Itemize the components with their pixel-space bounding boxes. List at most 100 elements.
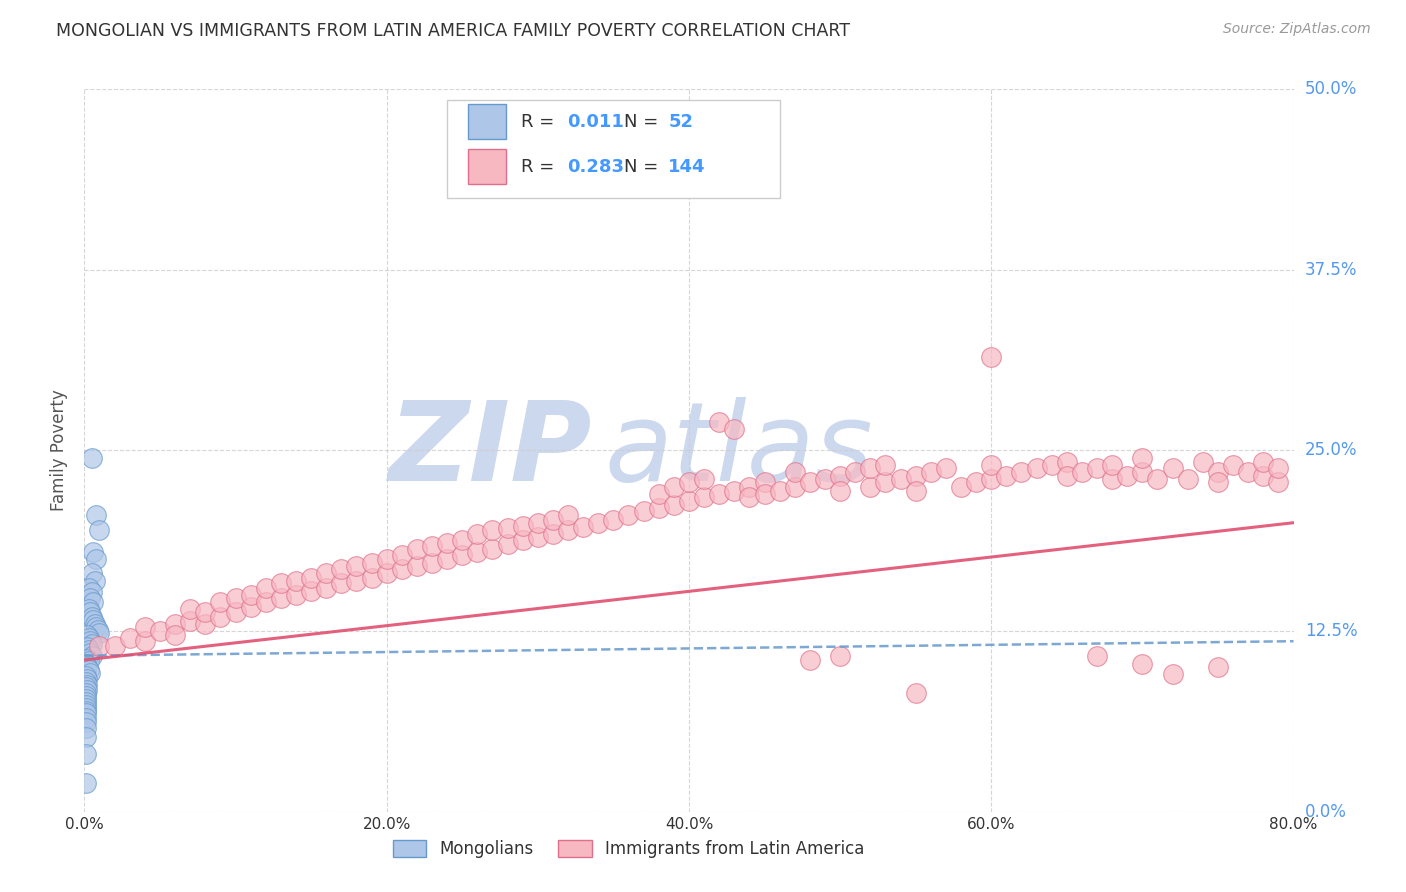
Point (104, 639, 127, 653)
Point (86, 508, 108, 523)
Point (80, 648, 103, 663)
Text: ZIP: ZIP (388, 397, 592, 504)
Point (75, 657, 97, 672)
Point (315, 581, 337, 595)
Point (76, 683, 98, 698)
Point (647, 487, 671, 501)
Point (436, 551, 458, 566)
Point (75, 698, 97, 712)
Point (163, 628, 186, 642)
Point (163, 616, 186, 631)
Point (225, 605, 247, 619)
Point (467, 544, 489, 558)
Point (254, 595, 277, 609)
Point (80, 566, 103, 581)
FancyBboxPatch shape (468, 104, 506, 139)
Point (76, 651, 98, 665)
Point (194, 605, 217, 619)
Point (512, 533, 534, 547)
FancyBboxPatch shape (447, 100, 779, 198)
Point (709, 415, 731, 429)
Point (330, 562, 353, 576)
Point (89, 639, 111, 653)
Text: 50.0%: 50.0% (1305, 80, 1357, 98)
Legend: Mongolians, Immigrants from Latin America: Mongolians, Immigrants from Latin Americ… (385, 833, 872, 865)
Point (783, 479, 806, 493)
Point (194, 616, 217, 631)
Point (1071, 465, 1094, 479)
Point (79, 665, 101, 680)
Text: R =: R = (520, 112, 560, 131)
Point (76, 677, 98, 691)
Point (1085, 460, 1108, 475)
Point (79, 605, 101, 619)
Point (391, 562, 413, 576)
Point (693, 472, 716, 486)
Text: 0.011: 0.011 (567, 112, 624, 131)
Point (80, 637, 103, 651)
Point (89, 625, 111, 640)
Point (406, 541, 429, 556)
Point (1267, 475, 1289, 490)
Point (709, 487, 731, 501)
Point (79, 591, 101, 605)
Point (541, 513, 564, 527)
Point (87, 623, 110, 637)
Point (82, 613, 104, 627)
Point (754, 475, 776, 490)
Point (77, 581, 100, 595)
Point (134, 634, 156, 648)
Point (950, 479, 973, 493)
Point (179, 614, 201, 628)
Point (1101, 472, 1123, 486)
Text: 52: 52 (668, 112, 693, 131)
Point (149, 624, 172, 639)
Point (1116, 469, 1139, 483)
Point (723, 483, 745, 498)
Point (541, 527, 564, 541)
Text: 0.283: 0.283 (567, 158, 624, 176)
Point (980, 350, 1002, 364)
Point (299, 571, 322, 585)
Point (79, 634, 101, 648)
Point (633, 504, 655, 518)
Point (284, 588, 308, 602)
Point (904, 483, 927, 498)
Point (225, 591, 247, 605)
FancyBboxPatch shape (468, 149, 506, 184)
Point (75, 669, 97, 683)
Point (830, 483, 852, 498)
Point (526, 530, 548, 544)
Point (980, 458, 1002, 472)
Point (346, 574, 368, 588)
Point (80, 585, 103, 599)
Point (1161, 460, 1184, 475)
Point (1040, 458, 1063, 472)
Point (965, 475, 987, 490)
Point (647, 501, 671, 516)
Text: MONGOLIAN VS IMMIGRANTS FROM LATIN AMERICA FAMILY POVERTY CORRELATION CHART: MONGOLIAN VS IMMIGRANTS FROM LATIN AMERI… (56, 22, 851, 40)
Point (769, 483, 792, 498)
Text: R =: R = (520, 158, 560, 176)
Point (830, 648, 852, 663)
Point (875, 475, 897, 490)
Point (1206, 465, 1229, 479)
Point (588, 516, 610, 530)
Point (1025, 460, 1047, 475)
Point (75, 695, 97, 709)
Point (496, 521, 519, 535)
Point (890, 472, 912, 486)
Point (783, 465, 806, 479)
Point (75, 730, 97, 744)
Point (420, 539, 443, 553)
Point (512, 518, 534, 533)
Y-axis label: Family Poverty: Family Poverty (51, 390, 69, 511)
Point (77, 663, 100, 677)
Point (80, 450, 103, 465)
Point (920, 465, 942, 479)
Point (467, 527, 489, 541)
Point (82, 544, 104, 558)
Point (134, 620, 156, 634)
Point (1010, 465, 1032, 479)
Point (436, 536, 458, 550)
